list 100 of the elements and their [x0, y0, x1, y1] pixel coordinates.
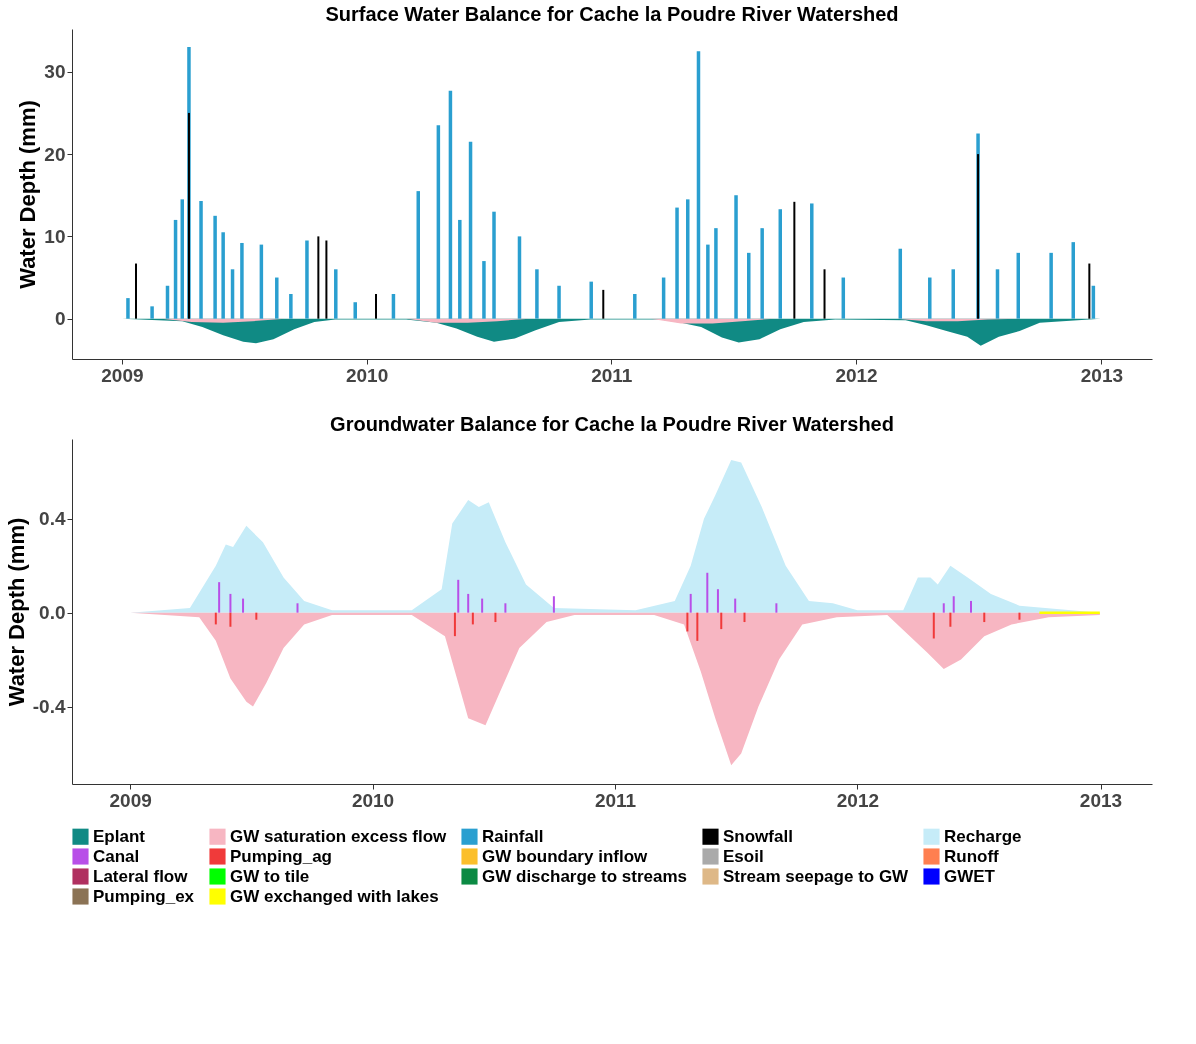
bar	[481, 598, 484, 613]
bar	[675, 207, 679, 319]
bar	[983, 612, 986, 623]
bar	[457, 579, 460, 613]
bar	[734, 195, 738, 319]
bar	[221, 232, 225, 319]
bar	[317, 236, 320, 319]
x-tick-label: 2013	[1079, 789, 1123, 811]
bar	[325, 240, 328, 319]
bar	[747, 252, 751, 319]
bar	[969, 600, 972, 613]
legend-label: GW discharge to streams	[482, 866, 688, 886]
x-tick-label: 2009	[109, 789, 152, 811]
y-tick-label: 0	[54, 308, 66, 330]
bar	[334, 269, 338, 319]
legend-label: GW boundary inflow	[482, 846, 649, 866]
bar	[775, 603, 778, 613]
bar	[952, 596, 955, 613]
bar	[218, 582, 221, 613]
legend-label: Esoil	[723, 846, 764, 866]
bar	[187, 112, 190, 319]
bar	[1049, 252, 1053, 319]
x-tick-label: 2012	[835, 364, 878, 386]
bar	[214, 612, 217, 625]
bar	[535, 269, 539, 319]
bar	[289, 293, 293, 319]
bar	[492, 211, 496, 319]
legend-label: Canal	[93, 846, 140, 866]
bar	[686, 199, 690, 319]
x-tick-label: 2012	[836, 789, 880, 811]
bar	[714, 228, 718, 319]
bar	[213, 215, 217, 319]
bar	[1018, 612, 1021, 620]
bar	[296, 603, 299, 613]
y-axis-title: Water Depth (mm)	[3, 517, 29, 707]
y-tick-label: 20	[44, 143, 66, 165]
bar	[760, 228, 764, 319]
bar	[375, 293, 378, 319]
bar	[467, 593, 470, 613]
bar	[706, 244, 710, 319]
x-tick-label: 2013	[1080, 364, 1124, 386]
legend-label: Recharge	[944, 826, 1022, 846]
bar	[951, 269, 955, 319]
bar	[229, 593, 232, 613]
bar	[135, 263, 137, 319]
y-tick-label: -0.4	[32, 696, 66, 718]
bar	[494, 612, 497, 623]
legend-label: Pumping_ag	[230, 846, 333, 866]
legend-label: GW exchanged with lakes	[230, 886, 439, 906]
bar	[823, 269, 826, 319]
chart-title: Surface Water Balance for Cache la Poudre River Watershed	[325, 3, 899, 25]
x-tick-label: 2011	[591, 364, 633, 386]
bar	[242, 598, 245, 613]
bar	[150, 306, 154, 319]
bar	[126, 298, 130, 319]
legend-label: Runoff	[944, 846, 1000, 866]
bar	[1088, 263, 1091, 319]
legend-label: Pumping_ex	[93, 886, 195, 906]
bar	[482, 261, 486, 319]
bar	[716, 589, 719, 613]
legend-label: Stream seepage to GW	[723, 866, 910, 886]
bar	[602, 289, 605, 319]
bar	[471, 612, 474, 625]
bar	[229, 612, 232, 627]
y-tick-label: 0.0	[39, 602, 66, 624]
x-tick-label: 2009	[101, 364, 144, 386]
bar	[305, 240, 309, 319]
bar	[689, 593, 692, 613]
bar	[557, 285, 561, 319]
y-tick-label: 10	[44, 225, 66, 247]
bar	[589, 281, 593, 319]
bar	[353, 302, 357, 319]
bar	[720, 612, 723, 630]
bar	[942, 603, 945, 613]
legend-label: GW saturation excess flow	[230, 826, 448, 846]
legend-label: Lateral flow	[93, 866, 189, 886]
bar	[977, 154, 980, 319]
y-axis-title: Water Depth (mm)	[15, 100, 41, 289]
bar	[240, 242, 244, 319]
bar	[706, 572, 709, 613]
y-tick-label: 0.4	[39, 508, 66, 530]
bar	[458, 219, 462, 319]
bar	[453, 612, 456, 637]
x-tick-label: 2010	[345, 364, 389, 386]
bar	[199, 201, 203, 319]
bar	[275, 277, 279, 319]
bar	[928, 277, 932, 319]
chart-title: Groundwater Balance for Cache la Poudre River Watershed	[330, 413, 894, 435]
bar	[793, 201, 796, 319]
bar	[696, 612, 699, 641]
legend-label: Eplant	[93, 826, 146, 846]
y-tick-label: 30	[44, 61, 66, 83]
legend-label: GWET	[944, 866, 996, 886]
bar	[734, 598, 737, 613]
legend-label: Snowfall	[723, 826, 793, 846]
bar	[552, 596, 555, 613]
bar	[932, 612, 935, 639]
bar	[633, 293, 637, 319]
bar	[686, 612, 689, 632]
legend-label: Rainfall	[482, 826, 544, 846]
